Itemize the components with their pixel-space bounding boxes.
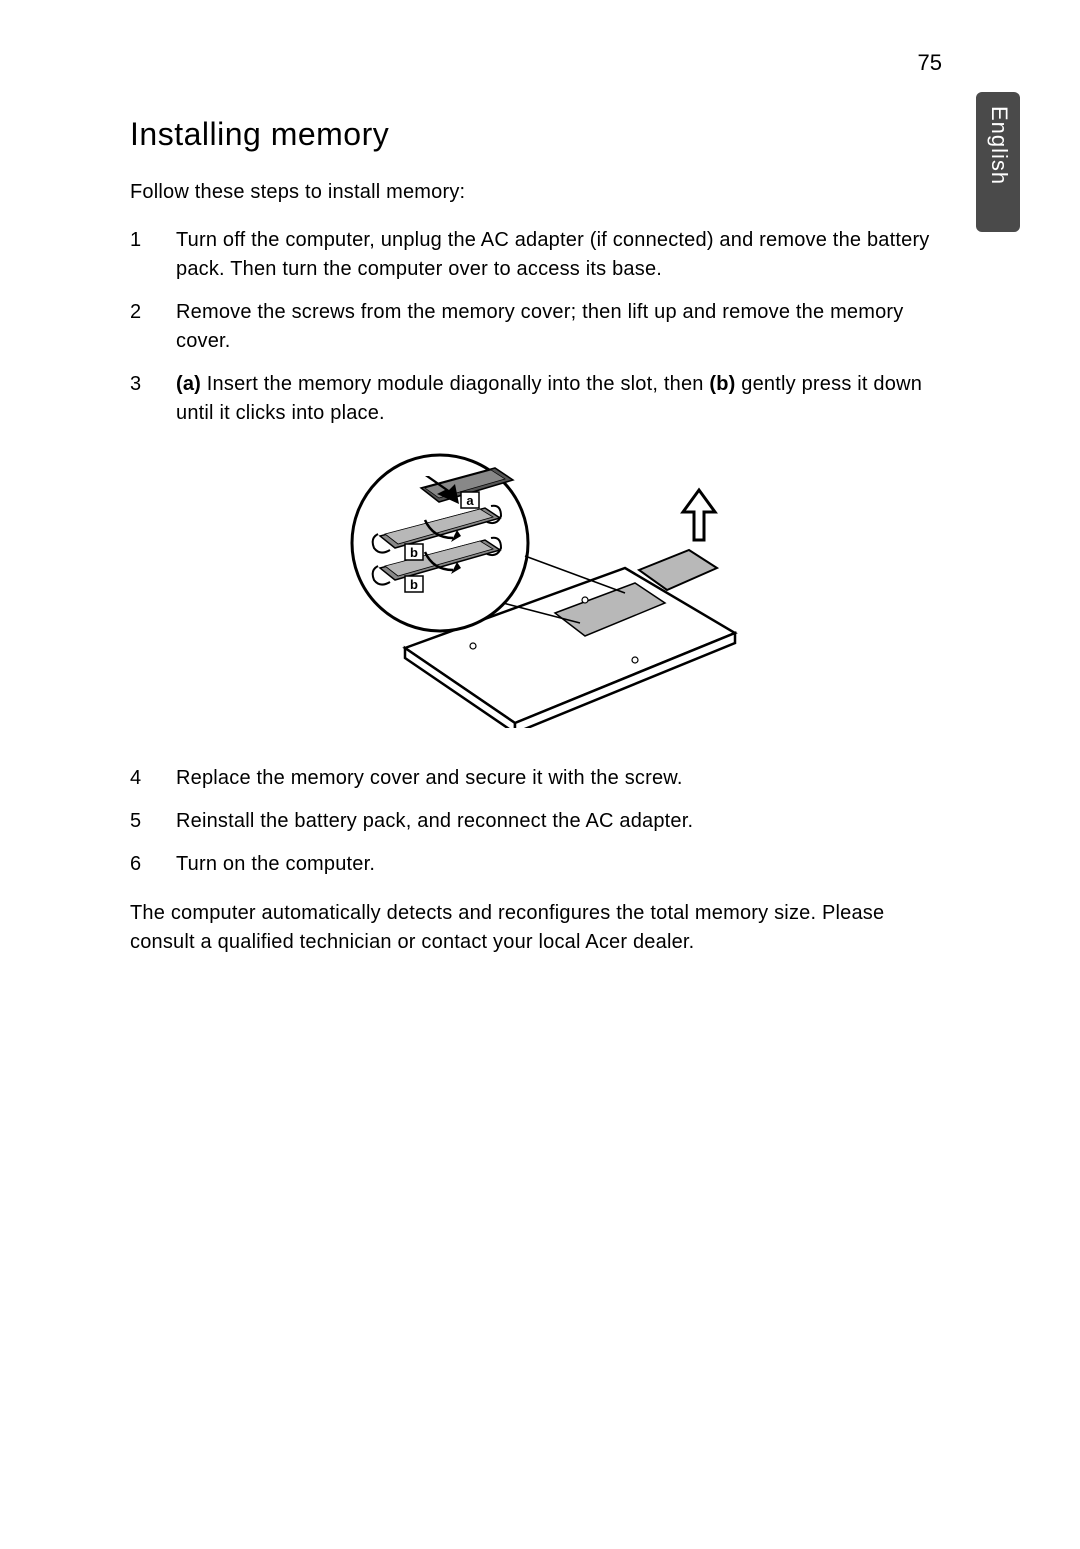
step-text: Replace the memory cover and secure it w…	[176, 764, 950, 793]
step-text: (a) Insert the memory module diagonally …	[176, 370, 950, 428]
cover-lift-icon	[639, 490, 717, 590]
step-item: 2 Remove the screws from the memory cove…	[130, 298, 950, 356]
step-item: 4 Replace the memory cover and secure it…	[130, 764, 950, 793]
page-number: 75	[130, 50, 950, 76]
diagram-svg: b b	[325, 448, 755, 728]
step-number: 3	[130, 370, 176, 428]
steps-list-upper: 1 Turn off the computer, unplug the AC a…	[130, 226, 950, 428]
closing-text: The computer automatically detects and r…	[130, 899, 950, 957]
step-text: Remove the screws from the memory cover;…	[176, 298, 950, 356]
step-part-a: Insert the memory module diagonally into…	[201, 373, 709, 395]
step-number: 4	[130, 764, 176, 793]
step-text: Turn on the computer.	[176, 850, 950, 879]
step-number: 2	[130, 298, 176, 356]
step-number: 6	[130, 850, 176, 879]
step-item: 5 Reinstall the battery pack, and reconn…	[130, 807, 950, 836]
step-item: 6 Turn on the computer.	[130, 850, 950, 879]
step-item: 3 (a) Insert the memory module diagonall…	[130, 370, 950, 428]
memory-install-diagram: b b	[130, 448, 950, 728]
language-side-tab-label: English	[976, 92, 1022, 199]
step-text: Turn off the computer, unplug the AC ada…	[176, 226, 950, 284]
step-bold-b: (b)	[709, 373, 735, 395]
step-bold-a: (a)	[176, 373, 201, 395]
diagram-label-b: b	[410, 577, 418, 592]
language-side-tab: English	[976, 92, 1020, 232]
step-number: 1	[130, 226, 176, 284]
diagram-label-b2: b	[410, 545, 418, 560]
manual-page: 75 English Installing memory Follow thes…	[0, 0, 1080, 1549]
step-item: 1 Turn off the computer, unplug the AC a…	[130, 226, 950, 284]
diagram-label-a: a	[466, 493, 474, 508]
step-number: 5	[130, 807, 176, 836]
intro-text: Follow these steps to install memory:	[130, 181, 950, 204]
steps-list-lower: 4 Replace the memory cover and secure it…	[130, 764, 950, 879]
step-text: Reinstall the battery pack, and reconnec…	[176, 807, 950, 836]
section-heading: Installing memory	[130, 116, 950, 153]
